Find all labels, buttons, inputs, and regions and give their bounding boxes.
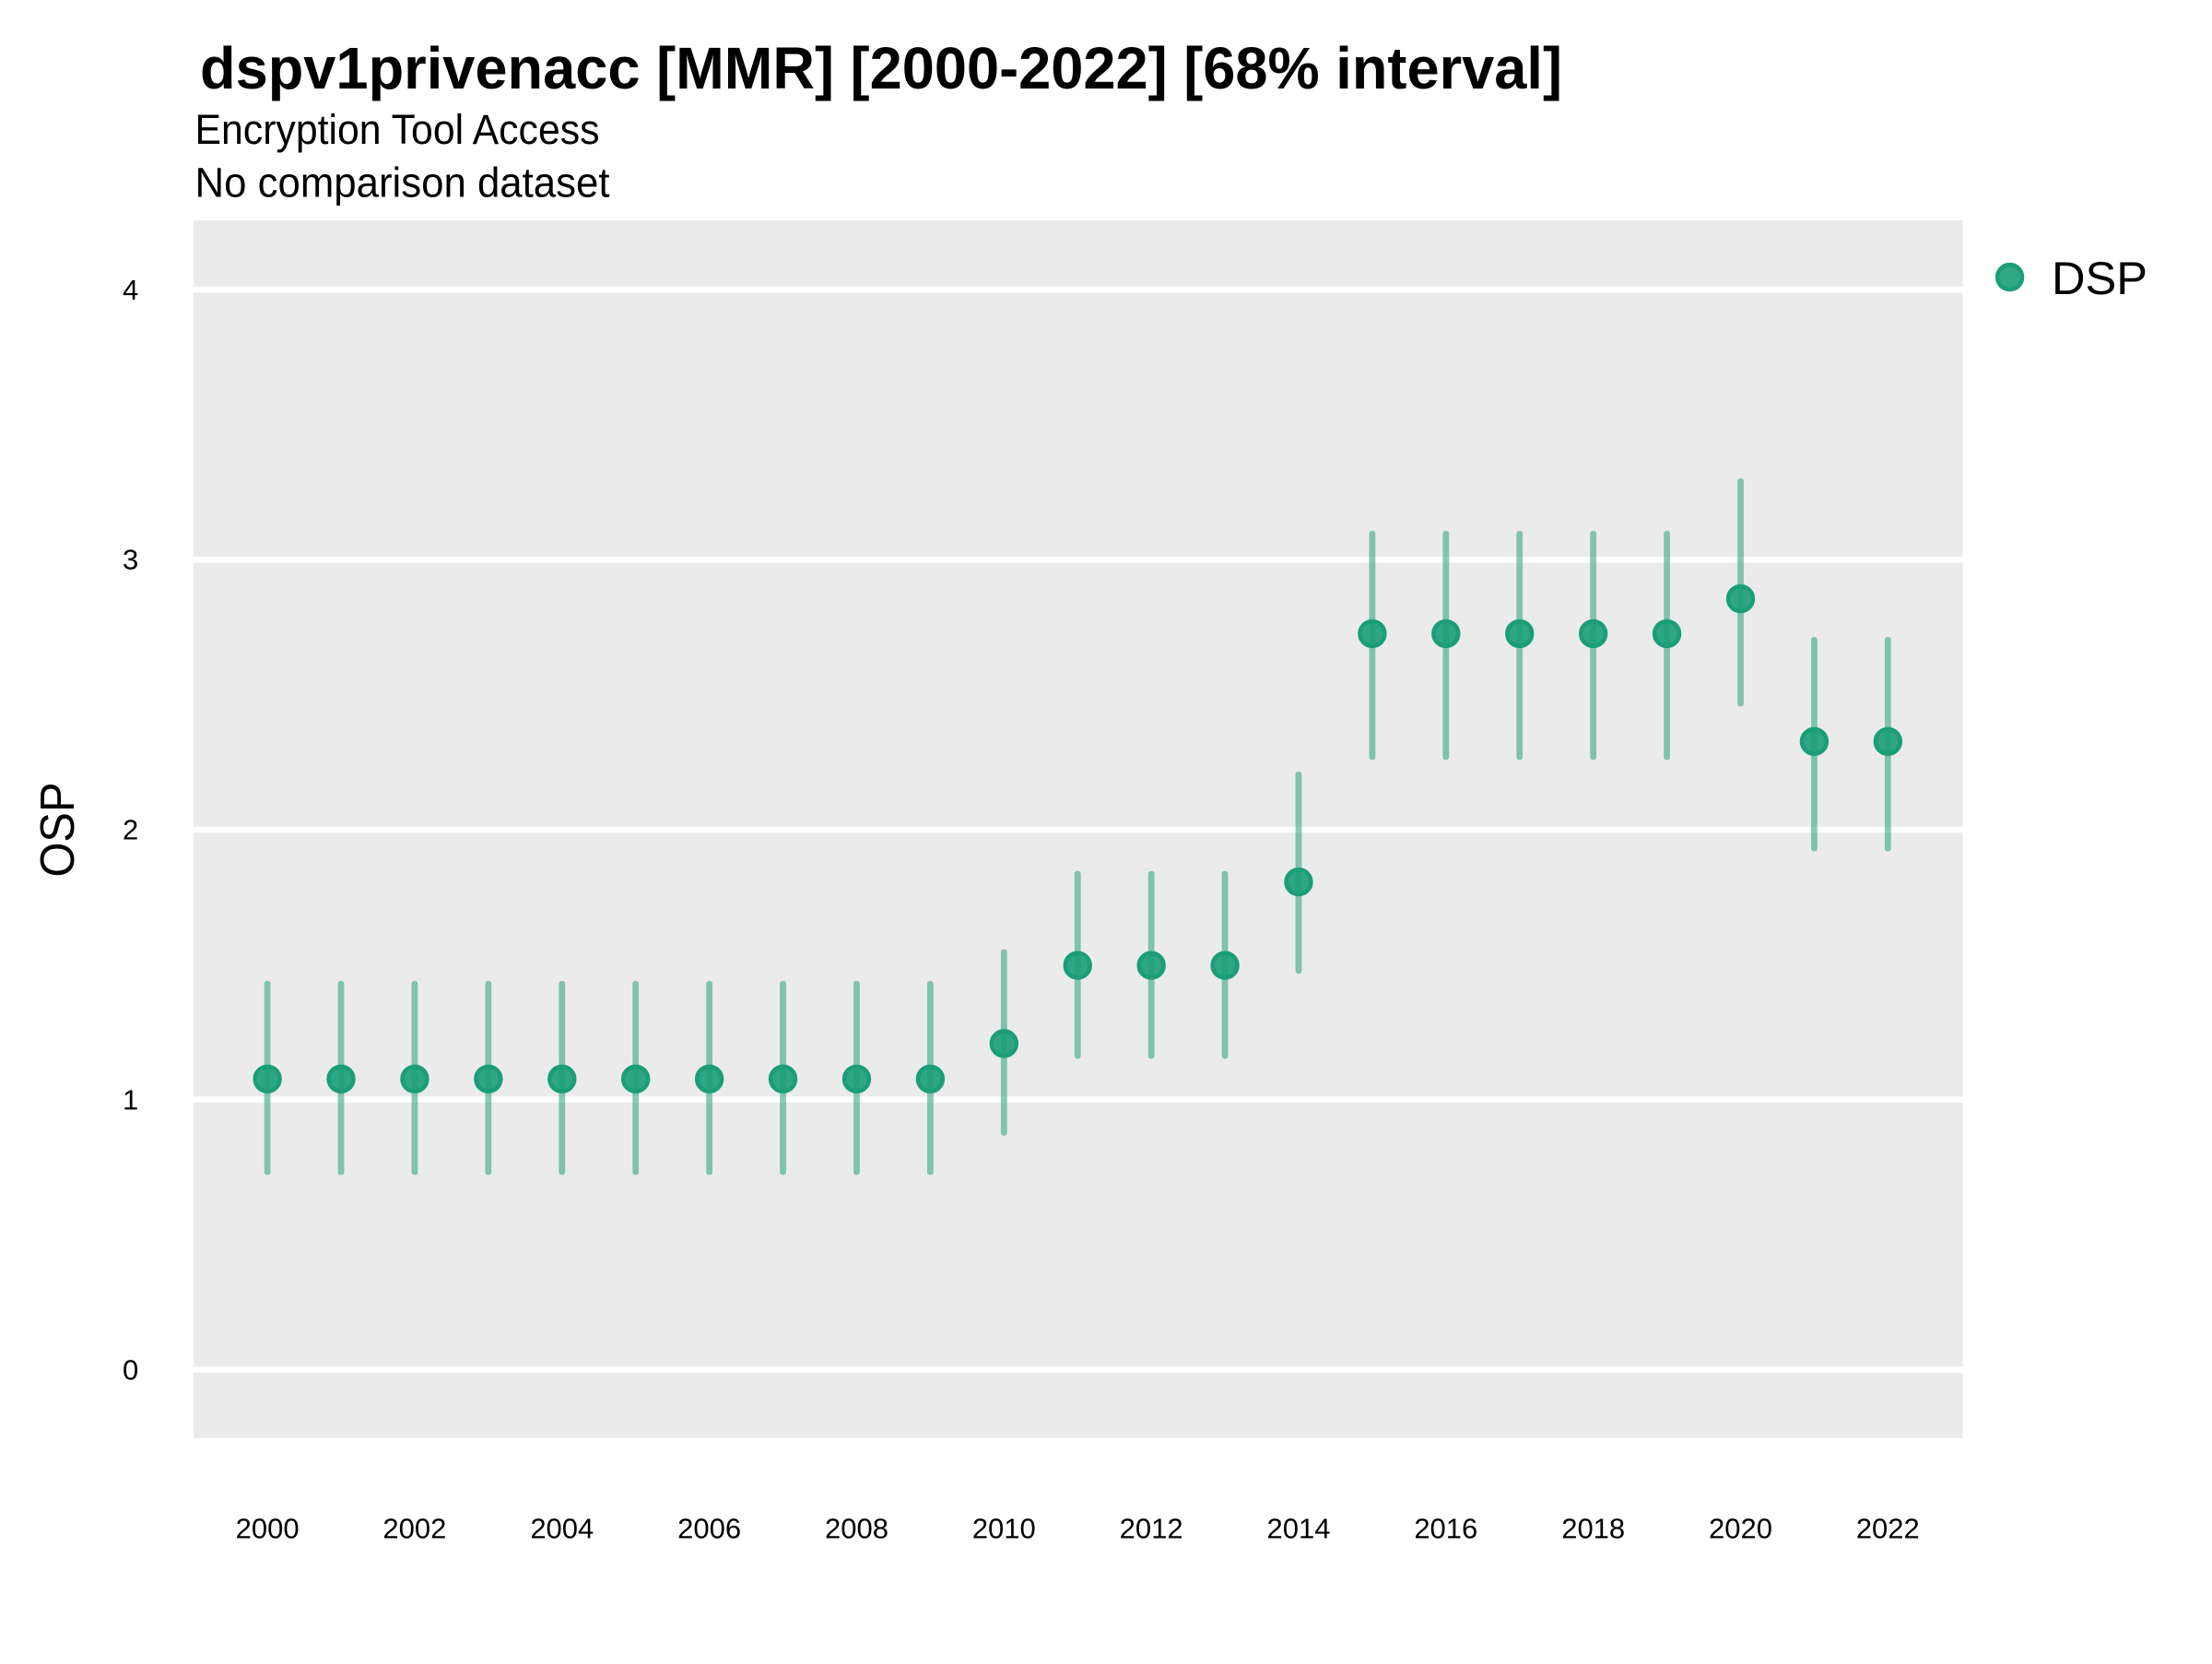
svg-text:OSP: OSP [30, 783, 84, 878]
svg-text:2022: 2022 [1856, 1513, 1920, 1545]
svg-text:2012: 2012 [1120, 1513, 1183, 1545]
svg-text:2: 2 [123, 814, 138, 846]
svg-text:DSP: DSP [2052, 253, 2147, 304]
svg-text:2000: 2000 [236, 1513, 300, 1545]
svg-text:Encryption Tool Access: Encryption Tool Access [195, 106, 600, 153]
svg-text:0: 0 [123, 1353, 138, 1386]
svg-text:2002: 2002 [382, 1513, 446, 1545]
svg-text:No comparison dataset: No comparison dataset [195, 159, 610, 206]
svg-text:2020: 2020 [1709, 1513, 1772, 1545]
svg-text:2006: 2006 [677, 1513, 741, 1545]
svg-text:3: 3 [123, 544, 138, 576]
svg-text:2004: 2004 [530, 1513, 594, 1545]
svg-text:dspv1privenacc [MMR] [2000-202: dspv1privenacc [MMR] [2000-2022] [68% in… [200, 35, 1562, 101]
svg-text:2016: 2016 [1414, 1513, 1477, 1545]
svg-text:2018: 2018 [1561, 1513, 1625, 1545]
svg-text:2008: 2008 [825, 1513, 888, 1545]
svg-text:2014: 2014 [1267, 1513, 1331, 1545]
svg-text:2010: 2010 [972, 1513, 1036, 1545]
svg-text:1: 1 [123, 1084, 138, 1116]
svg-text:4: 4 [123, 274, 138, 306]
